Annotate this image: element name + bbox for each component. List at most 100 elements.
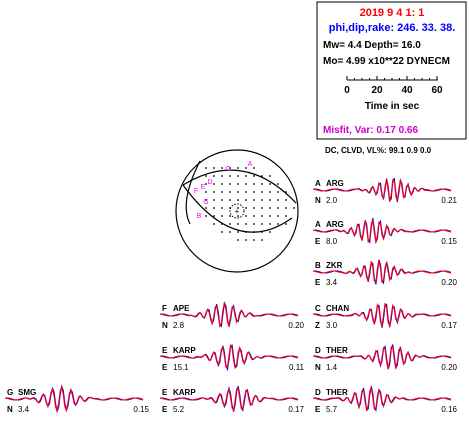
strike-dip-rake: phi,dip,rake: 246. 33. 38. (329, 22, 456, 34)
compression-dot (245, 223, 247, 225)
info-panel-border (316, 1, 467, 140)
panel-left-value: 3.4 (18, 405, 30, 414)
panel-station-name: ARG (326, 179, 344, 188)
compression-dot (229, 167, 231, 169)
compression-dot (253, 231, 255, 233)
time-tick-label: 0 (344, 85, 350, 96)
compression-dot (261, 175, 263, 177)
compression-dot (253, 207, 255, 209)
compression-dot (261, 215, 263, 217)
compression-dot (213, 167, 215, 169)
station-marker-d: D (207, 179, 212, 186)
compression-dot (237, 191, 239, 193)
compression-dot (277, 207, 279, 209)
panel-right-value: 0.17 (441, 321, 457, 330)
observed-waveform (312, 219, 452, 244)
station-marker-c: C (225, 166, 230, 173)
compression-dot (229, 231, 231, 233)
compression-dot (269, 191, 271, 193)
panel-left-value: 5.2 (173, 405, 185, 414)
panel-right-value: 0.15 (441, 237, 457, 246)
compression-dot (221, 175, 223, 177)
panel-station-name: KARP (173, 388, 196, 397)
time-tick-label: 60 (431, 85, 443, 96)
compression-dot (205, 175, 207, 177)
panel-station-name: CHAN (326, 304, 349, 313)
observed-waveform (312, 302, 452, 328)
compression-dot (221, 167, 223, 169)
compression-dot (253, 239, 255, 241)
waveform-panel: G SMG N 3.4 0.15 (4, 384, 150, 414)
compression-dot (205, 199, 207, 201)
waveform-panel: E KARP E 5.2 0.17 (159, 385, 305, 414)
compression-dot (205, 191, 207, 193)
compression-dot (285, 191, 287, 193)
compression-dot (269, 215, 271, 217)
panel-right-value: 0.20 (441, 278, 457, 287)
time-tick-label: 40 (401, 85, 413, 96)
panel-component: N (315, 363, 321, 372)
observed-waveform (4, 384, 144, 413)
nodal-plane-2 (182, 184, 293, 233)
panel-station-name: ZKR (326, 261, 343, 270)
panel-component: E (315, 278, 321, 287)
compression-dot (221, 199, 223, 201)
observed-waveform (312, 346, 452, 370)
nodal-plane-1b (185, 160, 201, 225)
panel-station-letter: G (7, 388, 13, 397)
compression-dot (269, 183, 271, 185)
compression-dot (285, 199, 287, 201)
compression-dot (253, 199, 255, 201)
compression-dot (237, 167, 239, 169)
panel-component: E (162, 363, 168, 372)
station-marker-f: F (194, 188, 198, 195)
info-panel: 2019 9 4 1: 1 phi,dip,rake: 246. 33. 38.… (316, 1, 467, 140)
compression-dot (221, 231, 223, 233)
compression-dot (229, 175, 231, 177)
compression-dot (261, 231, 263, 233)
magnitude-depth: Mw= 4.4 Depth= 16.0 (323, 40, 421, 51)
compression-dot (261, 199, 263, 201)
compression-dot (253, 183, 255, 185)
panel-right-value: 0.21 (441, 196, 457, 205)
compression-dot (221, 183, 223, 185)
panel-station-letter: E (162, 388, 168, 397)
panel-component: E (315, 237, 321, 246)
compression-dot (213, 183, 215, 185)
compression-dot (269, 223, 271, 225)
waveform-panel: A ARG E 8.0 0.15 (312, 218, 458, 246)
compression-dot (277, 223, 279, 225)
compression-dot (269, 231, 271, 233)
time-scale-bar: 0 20 40 60 Time in sec (344, 76, 443, 112)
panel-station-name: SMG (18, 388, 36, 397)
compression-dot (245, 215, 247, 217)
compression-dots (205, 167, 295, 241)
compression-dot (213, 215, 215, 217)
compression-dot (245, 199, 247, 201)
panel-station-name: THER (326, 346, 348, 355)
panel-component: E (315, 405, 321, 414)
compression-dot (221, 223, 223, 225)
compression-dot (253, 191, 255, 193)
compression-dot (229, 191, 231, 193)
compression-dot (205, 215, 207, 217)
panel-component: N (315, 196, 321, 205)
compression-dot (221, 191, 223, 193)
waveform-panel: C CHAN Z 3.0 0.17 (312, 302, 458, 330)
compression-dot (285, 207, 287, 209)
nodal-plane-1 (182, 169, 297, 204)
waveform-panel: E KARP E 15.1 0.11 (159, 343, 305, 372)
panel-component: Z (315, 321, 320, 330)
compression-dot (277, 191, 279, 193)
observed-waveform (312, 259, 452, 284)
compression-dot (245, 175, 247, 177)
compression-dot (253, 215, 255, 217)
panel-station-letter: B (315, 261, 321, 270)
compression-dot (253, 167, 255, 169)
compression-dot (261, 191, 263, 193)
compression-dot (205, 183, 207, 185)
compression-dot (237, 223, 239, 225)
panel-left-value: 2.8 (173, 321, 185, 330)
